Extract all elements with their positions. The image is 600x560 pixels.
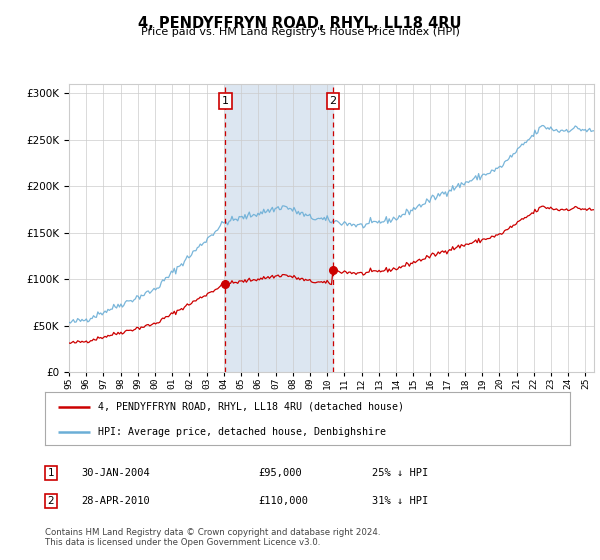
- Text: 1: 1: [47, 468, 55, 478]
- Text: 31% ↓ HPI: 31% ↓ HPI: [372, 496, 428, 506]
- Text: £110,000: £110,000: [258, 496, 308, 506]
- Text: 30-JAN-2004: 30-JAN-2004: [81, 468, 150, 478]
- Text: 4, PENDYFFRYN ROAD, RHYL, LL18 4RU: 4, PENDYFFRYN ROAD, RHYL, LL18 4RU: [138, 16, 462, 31]
- Text: 25% ↓ HPI: 25% ↓ HPI: [372, 468, 428, 478]
- Text: 2: 2: [329, 96, 337, 106]
- Text: 2: 2: [47, 496, 55, 506]
- Text: 4, PENDYFFRYN ROAD, RHYL, LL18 4RU (detached house): 4, PENDYFFRYN ROAD, RHYL, LL18 4RU (deta…: [97, 402, 404, 412]
- Text: £95,000: £95,000: [258, 468, 302, 478]
- Bar: [225, 84, 333, 372]
- Text: Price paid vs. HM Land Registry's House Price Index (HPI): Price paid vs. HM Land Registry's House …: [140, 27, 460, 37]
- Text: 1: 1: [222, 96, 229, 106]
- Text: 28-APR-2010: 28-APR-2010: [81, 496, 150, 506]
- Text: Contains HM Land Registry data © Crown copyright and database right 2024.
This d: Contains HM Land Registry data © Crown c…: [45, 528, 380, 547]
- Text: HPI: Average price, detached house, Denbighshire: HPI: Average price, detached house, Denb…: [97, 427, 386, 437]
